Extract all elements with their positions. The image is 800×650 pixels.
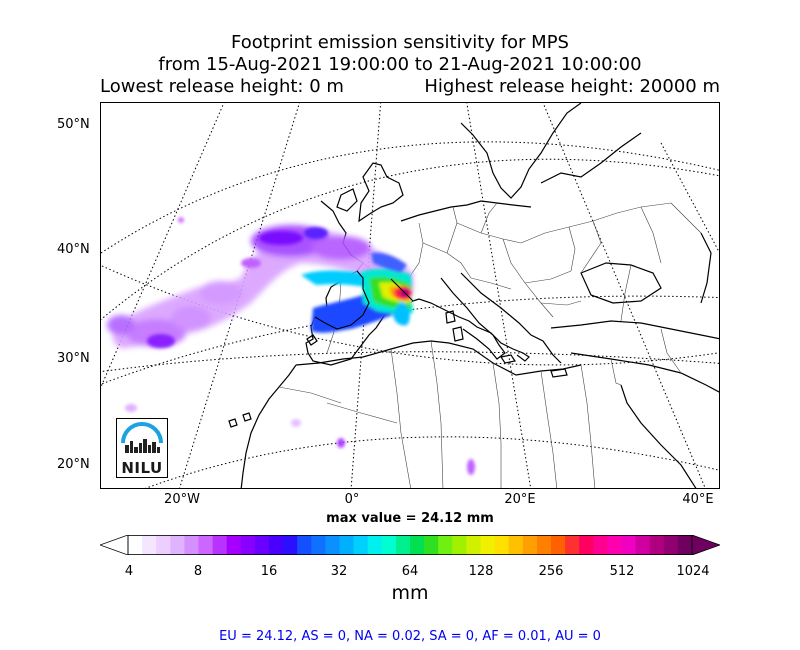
lon-label-40e: 40°E (682, 492, 714, 507)
colorbar-segment (170, 535, 185, 555)
colorbar-segment (551, 535, 566, 555)
colorbar-segment (621, 535, 637, 555)
colorbar-tick: 64 (401, 564, 419, 579)
colorbar-segment (142, 535, 157, 555)
colorbar-segment (269, 535, 284, 555)
nilu-logo: NILU (116, 418, 168, 478)
colorbar-segment (565, 535, 580, 555)
colorbar-segment (128, 535, 143, 555)
colorbar-segment (240, 535, 256, 555)
colorbar-segment (607, 535, 622, 555)
coastlines (228, 103, 719, 488)
colorbar-segment (466, 535, 481, 555)
colorbar-segment (593, 535, 608, 555)
nilu-logo-text: NILU (121, 459, 163, 477)
colorbar-segment (311, 535, 326, 555)
colorbar-segment (635, 535, 651, 555)
colorbar-segment (184, 535, 199, 555)
colorbar-segment (395, 535, 411, 555)
lon-label-0: 0° (344, 492, 360, 507)
colorbar-segment (339, 535, 355, 555)
colorbar-segment (226, 535, 242, 555)
colorbar-segment (156, 535, 171, 555)
time-range: from 15-Aug-2021 19:00:00 to 21-Aug-2021… (158, 54, 642, 75)
colorbar-segment (677, 535, 693, 555)
lat-label-40n: 40°N (57, 242, 90, 257)
emission-plume (107, 217, 475, 475)
map-title: Footprint emission sensitivity for MPS (231, 32, 569, 53)
colorbar-tick: 512 (609, 564, 635, 579)
map-canvas (101, 103, 719, 488)
colorbar-segment (198, 535, 214, 555)
colorbar (100, 535, 720, 555)
colorbar-segment (649, 535, 665, 555)
colorbar-segment (325, 535, 340, 555)
colorbar-segment (452, 535, 467, 555)
colorbar-frame (127, 535, 693, 555)
highest-release-height: Highest release height: 20000 m (424, 76, 720, 97)
colorbar-tick: 32 (330, 564, 348, 579)
colorbar-segment (367, 535, 383, 555)
lat-label-20n: 20°N (57, 457, 90, 472)
colorbar-segment (283, 535, 298, 555)
colorbar-segment (212, 535, 228, 555)
colorbar-segment (353, 535, 369, 555)
colorbar-segment (508, 535, 524, 555)
colorbar-segment (438, 535, 453, 555)
country-borders (278, 202, 702, 488)
colorbar-min-extend (100, 535, 129, 555)
colorbar-segment (254, 535, 270, 555)
colorbar-tick: 128 (468, 564, 494, 579)
lon-label-20e: 20°E (504, 492, 536, 507)
colorbar-tick: 256 (538, 564, 564, 579)
colorbar-segment (663, 535, 679, 555)
colorbar-tick: 4 (124, 564, 134, 579)
lowest-release-height: Lowest release height: 0 m (100, 76, 344, 97)
lon-label-20w: 20°W (164, 492, 200, 507)
lat-label-30n: 30°N (57, 351, 90, 366)
colorbar-segment (494, 535, 510, 555)
region-summary: EU = 24.12, AS = 0, NA = 0.02, SA = 0, A… (219, 629, 601, 644)
colorbar-segment (297, 535, 312, 555)
max-value: max value = 24.12 mm (326, 511, 494, 526)
colorbar-tick: 1024 (676, 564, 710, 579)
colorbar-max-extend (691, 535, 720, 555)
colorbar-tick: 16 (260, 564, 278, 579)
colorbar-segment (536, 535, 552, 555)
colorbar-segment (480, 535, 496, 555)
nilu-logo-graphic (121, 422, 163, 453)
colorbar-segment (579, 535, 594, 555)
colorbar-segment (424, 535, 439, 555)
colorbar-segment (522, 535, 538, 555)
colorbar-segment (410, 535, 425, 555)
colorbar-tick: 8 (193, 564, 203, 579)
colorbar-unit: mm (391, 582, 429, 604)
map-panel[interactable]: NILU (100, 102, 720, 489)
lat-label-50n: 50°N (57, 117, 90, 132)
colorbar-segment (381, 535, 397, 555)
